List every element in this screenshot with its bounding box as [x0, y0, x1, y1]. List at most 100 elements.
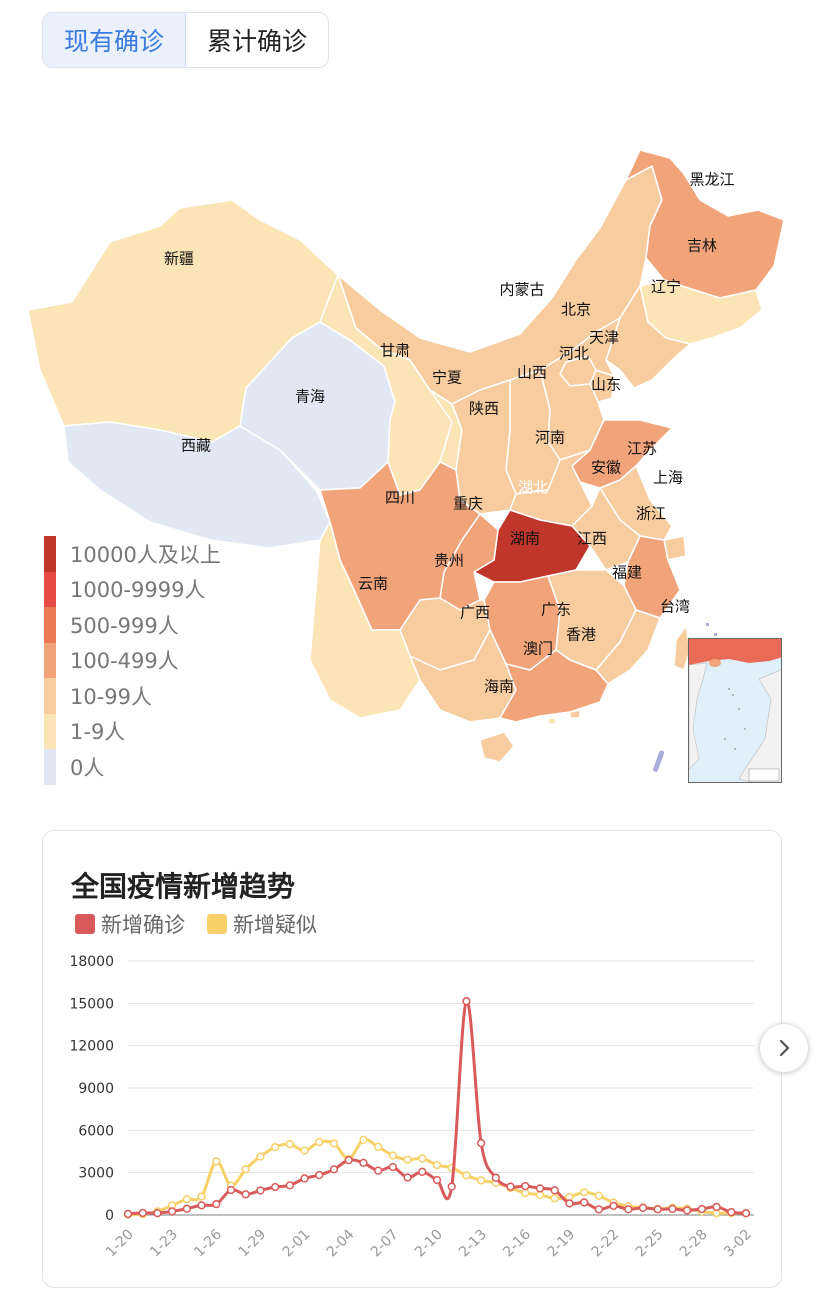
label-hubei: 湖北: [518, 479, 548, 497]
data-point: [727, 1207, 736, 1217]
label-neimenggu: 内蒙古: [499, 281, 544, 299]
legend-label: 新增确诊: [101, 913, 185, 937]
x-tick-label: 2-07: [368, 1227, 402, 1261]
south-china-sea-inset: [688, 638, 782, 783]
data-point: [197, 1192, 206, 1201]
legend-swatch: [207, 914, 227, 934]
y-tick-label: 15000: [69, 996, 114, 1012]
legend-swatch: [75, 914, 95, 934]
legend-swatch: [44, 678, 56, 714]
data-point: [212, 1199, 221, 1209]
data-point: [579, 1198, 589, 1207]
x-tick-label: 2-13: [456, 1227, 490, 1261]
data-point: [741, 1209, 751, 1218]
legend-swatch: [44, 607, 56, 643]
data-point: [315, 1170, 324, 1180]
data-point: [418, 1154, 427, 1163]
data-point: [226, 1185, 236, 1195]
province-liaoning[interactable]: [605, 285, 691, 389]
data-point: [344, 1156, 353, 1165]
label-liaoning: 辽宁: [651, 278, 681, 296]
legend-label: 100-499人: [70, 649, 179, 674]
data-point: [638, 1203, 648, 1212]
data-point: [565, 1199, 574, 1208]
province-hainan[interactable]: [479, 731, 515, 763]
data-point: [521, 1188, 530, 1198]
data-point: [682, 1206, 692, 1215]
next-button[interactable]: [759, 1023, 809, 1073]
x-tick-label: 1-26: [191, 1226, 225, 1260]
x-tick-label: 2-28: [677, 1227, 711, 1261]
data-point: [270, 1142, 280, 1152]
data-point: [418, 1167, 427, 1176]
province-taiwan[interactable]: [673, 625, 691, 671]
data-point: [432, 1160, 442, 1170]
data-point: [462, 997, 471, 1006]
trend-title: 全国疫情新增趋势: [71, 870, 296, 903]
label-gansu: 甘肃: [380, 342, 410, 360]
data-point: [653, 1205, 662, 1214]
x-tick-label: 2-25: [633, 1227, 667, 1261]
data-point: [123, 1209, 133, 1219]
data-point: [182, 1204, 192, 1213]
province-fujian[interactable]: [595, 609, 661, 685]
x-tick-label: 2-01: [280, 1227, 314, 1261]
data-point: [153, 1209, 162, 1218]
label-taiwan: 台湾: [660, 598, 690, 616]
label-henan: 河南: [535, 429, 565, 447]
data-point: [594, 1191, 604, 1200]
china-map[interactable]: 黑龙江 吉林 辽宁 内蒙古 北京 天津 河北 山西 山东 新疆 甘肃 宁夏 陕西…: [0, 70, 828, 810]
data-point: [432, 1175, 442, 1185]
data-point: [197, 1201, 206, 1210]
legend-swatch: [44, 713, 56, 749]
legend-swatch: [44, 749, 56, 785]
data-point: [256, 1152, 265, 1161]
data-point: [491, 1173, 501, 1182]
label-tianjin: 天津: [589, 329, 619, 347]
data-point: [300, 1146, 309, 1155]
tab-cumulative-confirmed[interactable]: 累计确诊: [206, 27, 307, 56]
chevron-right-icon: [779, 1039, 790, 1057]
label-xinjiang: 新疆: [164, 250, 194, 268]
data-point: [285, 1140, 295, 1149]
data-point: [579, 1188, 589, 1197]
legend-new-confirmed[interactable]: 新增确诊: [75, 909, 185, 939]
label-shaanxi: 陕西: [469, 400, 499, 418]
trend-legend: 新增确诊 新增疑似: [75, 909, 339, 939]
label-guangxi: 广西: [460, 604, 490, 622]
province-hongkong[interactable]: [569, 709, 581, 719]
data-point: [447, 1182, 456, 1191]
legend-label: 1000-9999人: [70, 578, 206, 603]
legend-swatch: [44, 642, 56, 678]
x-tick-label: 2-22: [589, 1227, 623, 1261]
tab-current-confirmed[interactable]: 现有确诊: [43, 13, 186, 67]
legend-swatch: [44, 571, 56, 607]
province-guangdong[interactable]: [499, 649, 609, 723]
data-point: [550, 1194, 559, 1203]
data-point: [329, 1139, 339, 1148]
legend-swatch: [44, 536, 56, 572]
legend-item: 500-999人: [44, 607, 221, 643]
legend-label: 1-9人: [70, 720, 126, 745]
data-point: [300, 1174, 309, 1183]
legend-label: 新增疑似: [233, 913, 317, 937]
legend-label: 10000人及以上: [70, 542, 221, 567]
label-jilin: 吉林: [687, 237, 717, 255]
province-heilongjiang[interactable]: [625, 149, 785, 299]
label-beijing: 北京: [561, 301, 591, 319]
data-point: [712, 1202, 721, 1212]
legend-new-suspected[interactable]: 新增疑似: [207, 909, 317, 939]
data-point: [476, 1139, 486, 1148]
province-macau[interactable]: [547, 717, 557, 725]
data-point: [609, 1201, 618, 1211]
data-point: [476, 1176, 486, 1185]
label-zhejiang: 浙江: [636, 505, 666, 523]
label-anhui: 安徽: [591, 459, 621, 477]
data-point: [697, 1204, 707, 1214]
x-tick-label: 2-10: [412, 1227, 446, 1261]
label-hongkong: 香港: [566, 626, 596, 644]
legend-item: 10000人及以上: [44, 536, 221, 572]
data-point: [241, 1190, 250, 1199]
data-point: [241, 1165, 250, 1174]
